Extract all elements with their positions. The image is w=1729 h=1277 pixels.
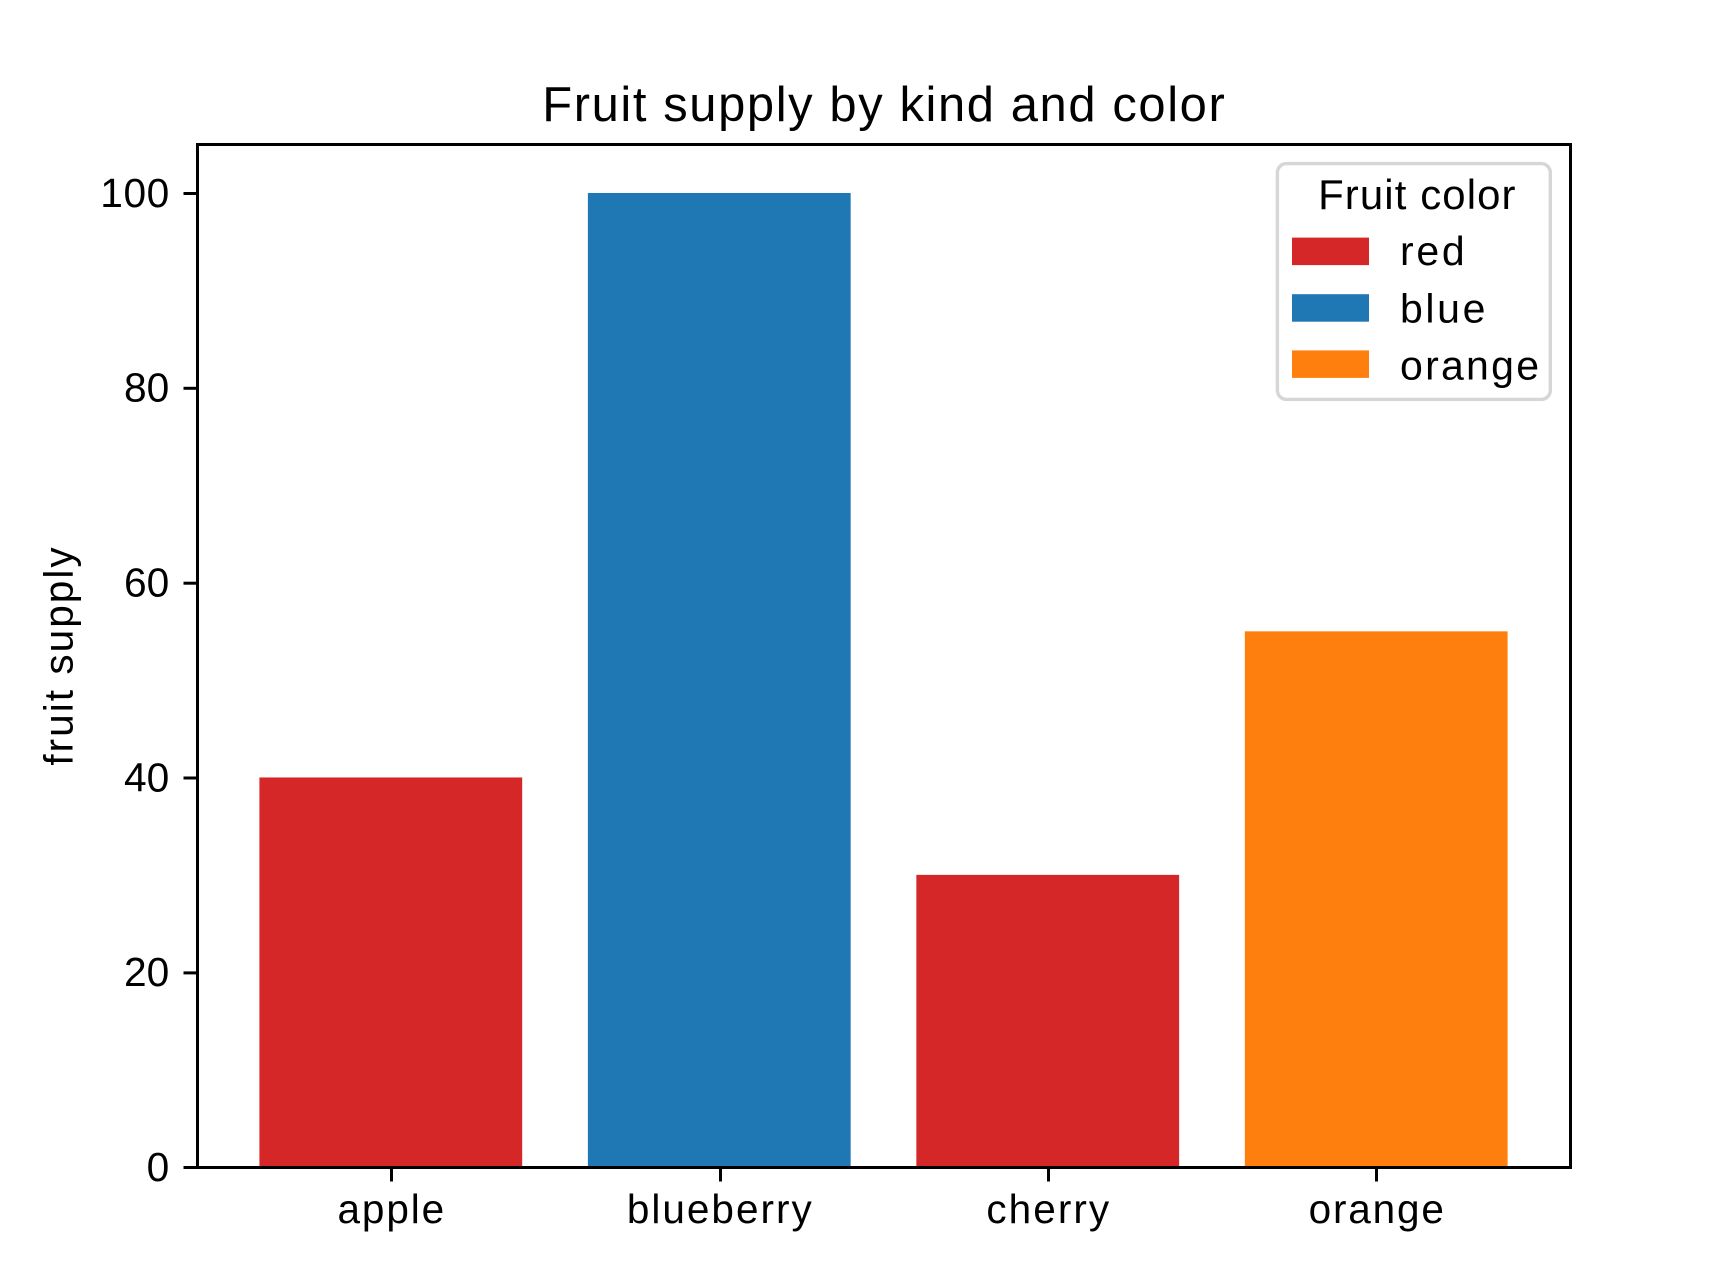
svg-text:orange: orange	[1400, 343, 1539, 389]
svg-text:80: 80	[124, 365, 169, 411]
svg-text:cherry: cherry	[986, 1186, 1110, 1232]
svg-text:orange: orange	[1309, 1186, 1444, 1232]
svg-text:20: 20	[124, 949, 169, 995]
svg-text:Fruit supply by kind and color: Fruit supply by kind and color	[542, 78, 1225, 132]
svg-text:apple: apple	[337, 1186, 444, 1232]
svg-text:red: red	[1400, 228, 1465, 274]
svg-text:fruit supply: fruit supply	[36, 547, 82, 766]
svg-text:0: 0	[147, 1144, 170, 1190]
svg-text:40: 40	[124, 754, 169, 800]
svg-text:60: 60	[124, 560, 169, 606]
svg-text:100: 100	[100, 170, 169, 216]
svg-text:blue: blue	[1400, 286, 1485, 332]
svg-text:Fruit color: Fruit color	[1318, 171, 1515, 218]
svg-text:blueberry: blueberry	[627, 1186, 813, 1232]
